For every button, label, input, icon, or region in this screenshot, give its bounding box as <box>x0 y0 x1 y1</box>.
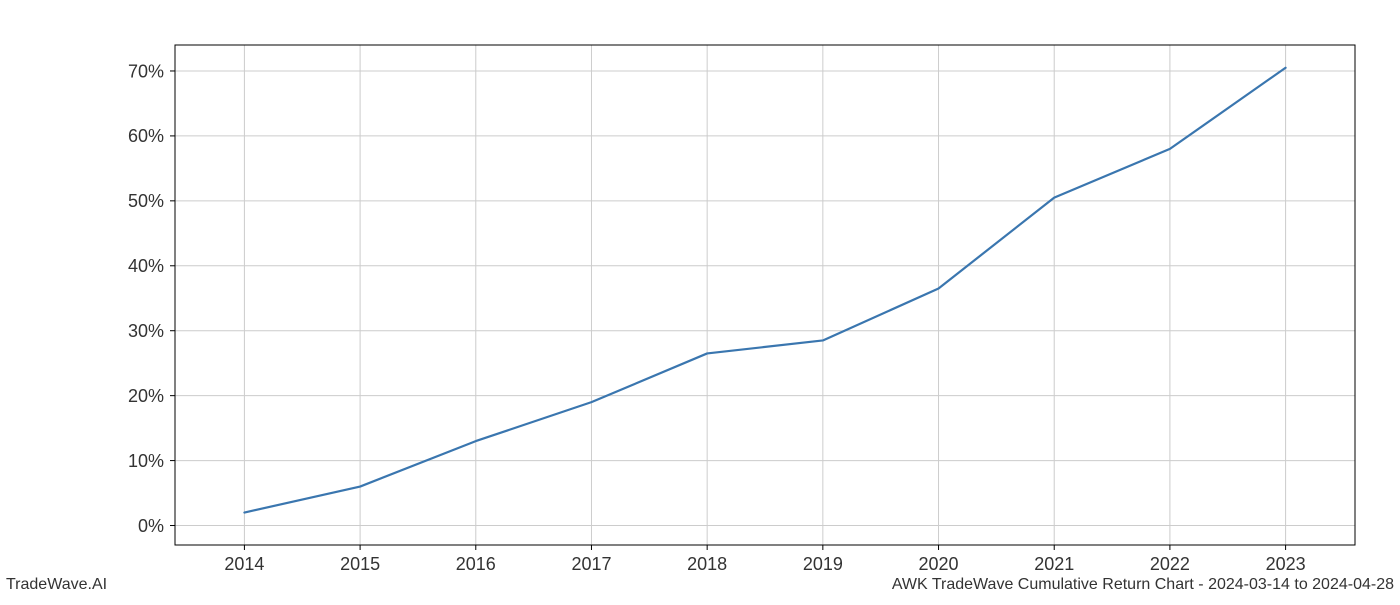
x-tick-label: 2023 <box>1266 554 1306 574</box>
chart-container: 2014 2015 2016 2017 2018 2019 2020 2021 2022 2023… <box>0 0 1400 600</box>
y-tick-label: 60% <box>128 126 164 146</box>
x-tick-label: 2022 <box>1150 554 1190 574</box>
line-chart: 2014 2015 2016 2017 2018 2019 2020 2021 2022 2023… <box>0 0 1400 600</box>
x-tick-label: 2017 <box>571 554 611 574</box>
x-tick-label: 2016 <box>456 554 496 574</box>
x-tick-label: 2015 <box>340 554 380 574</box>
y-tick-label: 70% <box>128 61 164 81</box>
y-tick-label: 30% <box>128 321 164 341</box>
x-tick-label: 2018 <box>687 554 727 574</box>
x-tick-label: 2021 <box>1034 554 1074 574</box>
y-tick-label: 20% <box>128 386 164 406</box>
x-tick-label: 2020 <box>919 554 959 574</box>
x-tick-label: 2014 <box>224 554 264 574</box>
y-tick-label: 0% <box>138 516 164 536</box>
y-tick-label: 50% <box>128 191 164 211</box>
y-tick-label: 40% <box>128 256 164 276</box>
footer-right-caption: AWK TradeWave Cumulative Return Chart - … <box>892 576 1394 594</box>
y-tick-label: 10% <box>128 451 164 471</box>
footer-left-brand: TradeWave.AI <box>6 576 107 594</box>
x-tick-label: 2019 <box>803 554 843 574</box>
